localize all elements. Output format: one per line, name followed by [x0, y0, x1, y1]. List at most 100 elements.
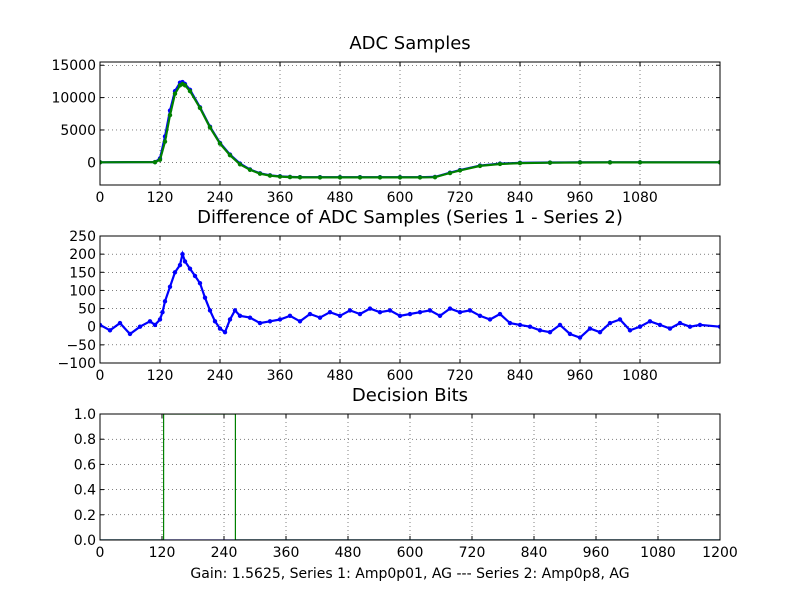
data-point [152, 159, 158, 165]
x-tick-label: 1200 [702, 545, 738, 561]
data-point [100, 160, 103, 165]
data-point [327, 310, 333, 315]
data-point [357, 311, 363, 317]
subplot-title: ADC Samples [349, 33, 470, 54]
x-tick-label: 720 [447, 368, 474, 384]
x-tick-label: 120 [147, 368, 174, 384]
y-tick-label: 0.0 [74, 533, 96, 549]
x-tick-label: 0 [96, 545, 105, 561]
subplot-1: ADC Samples 0 120 240 360 480 600 720 840 960 1080… [51, 33, 721, 206]
x-tick-label: 1080 [622, 190, 658, 206]
data-point [477, 163, 483, 169]
x-tick-label: 960 [583, 545, 610, 561]
y-tick-label: 200 [69, 247, 96, 263]
x-tick-label: 600 [387, 368, 414, 384]
data-point [277, 317, 283, 322]
data-point [717, 160, 720, 165]
y-tick-label: 0.8 [74, 432, 96, 448]
x-tick-label: 480 [335, 545, 362, 561]
data-point [157, 317, 163, 322]
data-point [197, 280, 203, 286]
data-point [577, 160, 583, 165]
subplot-3: Decision Bits 0 120 240 360 480 600 720 840 960 10… [74, 385, 738, 561]
data-point [182, 259, 188, 264]
data-point [697, 322, 703, 328]
y-tick-label: 0 [87, 320, 96, 336]
data-point [457, 168, 463, 173]
x-tick-label: 840 [507, 190, 534, 206]
y-tick-label: 0.2 [74, 508, 96, 524]
data-point [297, 175, 303, 180]
x-tick-label: 600 [387, 190, 414, 206]
data-point [177, 262, 183, 268]
data-point [432, 174, 438, 180]
data-point [267, 319, 273, 324]
y-tick-label: 15000 [51, 58, 96, 74]
data-point [537, 328, 543, 333]
data-point [407, 311, 413, 317]
y-tick-label: 0.4 [74, 483, 96, 499]
data-point [637, 160, 643, 165]
data-point [397, 313, 403, 319]
data-point [247, 315, 253, 320]
x-tick-label: 1080 [640, 545, 676, 561]
y-tick-label: 0.6 [74, 457, 96, 473]
data-point [347, 308, 353, 313]
data-point [202, 295, 208, 300]
data-point [197, 105, 203, 111]
data-point [447, 306, 453, 311]
subplot-title: Difference of ADC Samples (Series 1 - Se… [197, 207, 623, 228]
x-tick-label: 720 [459, 545, 486, 561]
figure-caption: Gain: 1.5625, Series 1: Amp0p01, AG --- … [190, 566, 629, 582]
data-point [257, 171, 263, 176]
data-point [487, 317, 493, 322]
data-point [427, 308, 433, 313]
data-point [167, 284, 173, 289]
data-point [477, 313, 483, 319]
data-point [677, 320, 683, 326]
data-point [377, 175, 383, 180]
data-point [497, 311, 503, 317]
x-tick-label: 360 [267, 368, 294, 384]
data-point [160, 310, 165, 315]
x-tick-label: 1080 [622, 368, 658, 384]
x-tick-label: 360 [273, 545, 300, 561]
data-point [287, 313, 293, 319]
data-point [317, 315, 323, 320]
data-point [517, 322, 523, 328]
data-point [717, 324, 720, 329]
x-tick-label: 120 [147, 190, 174, 206]
data-point [257, 320, 263, 326]
data-point [627, 328, 633, 333]
data-point [557, 322, 563, 328]
data-point [587, 326, 593, 331]
data-point [567, 331, 573, 337]
data-point [637, 324, 643, 329]
axes-frame [99, 413, 721, 541]
data-point [157, 157, 163, 162]
subplot-title: Decision Bits [352, 385, 468, 406]
data-point [547, 160, 553, 165]
y-tick-label: 0 [87, 155, 96, 171]
data-point [182, 83, 188, 88]
data-point [232, 308, 238, 313]
series-1 [100, 250, 720, 340]
data-point [117, 320, 123, 326]
data-point [507, 320, 513, 326]
data-point [227, 153, 233, 158]
data-point [287, 174, 293, 180]
data-point [207, 125, 213, 130]
x-tick-label: 480 [327, 190, 354, 206]
data-point [247, 167, 253, 172]
data-point [162, 299, 168, 304]
data-point [222, 329, 228, 335]
data-point [527, 324, 533, 329]
data-point [212, 319, 218, 324]
x-tick-label: 600 [397, 545, 424, 561]
data-point [447, 170, 453, 176]
y-tick-label: 1.0 [74, 407, 96, 423]
data-point [267, 173, 273, 178]
x-tick-label: 840 [507, 368, 534, 384]
data-point [297, 319, 303, 324]
